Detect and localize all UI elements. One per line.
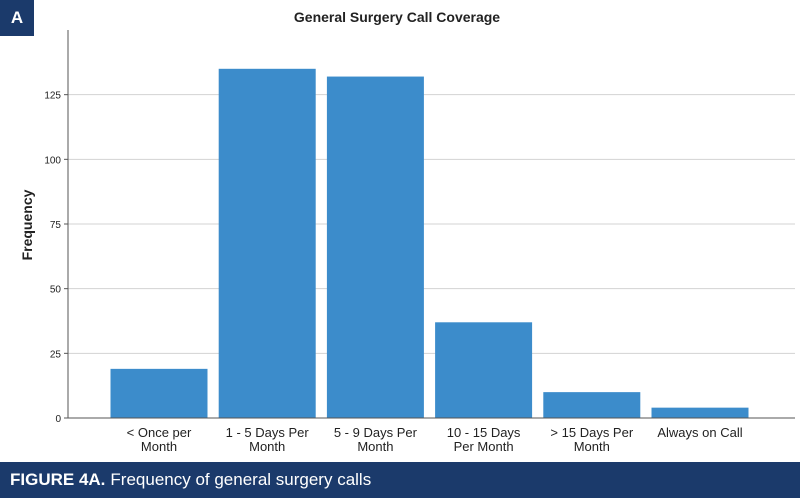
y-axis-label: Frequency (19, 189, 35, 260)
y-tick-label: 100 (44, 155, 61, 166)
chart-area: 0 25 50 75 100 125 < Once per Month 1 - 5 Days P… (19, 9, 795, 454)
bar (326, 76, 424, 418)
gridlines (68, 94, 795, 354)
bar-chart: 0 25 50 75 100 125 < Once per Month 1 - 5 Days P… (19, 9, 795, 454)
y-tick-label: 125 (44, 91, 61, 102)
axis-labels: 0 25 50 75 100 125 < Once per Month 1 - 5 Days P… (44, 91, 742, 454)
y-tick-label: 25 (50, 349, 62, 360)
bar (435, 322, 533, 418)
x-tick-label: 5 - 9 Days Per Month (334, 425, 418, 454)
figure-caption: FIGURE 4A. Frequency of general surgery … (0, 462, 800, 498)
chart-title: General Surgery Call Coverage (294, 9, 500, 25)
bars (110, 68, 749, 419)
y-tick-label: 75 (50, 220, 62, 231)
x-tick-label: 10 - 15 Days Per Month (447, 425, 521, 454)
panel-label: A (0, 0, 34, 36)
caption-text: Frequency of general surgery calls (110, 470, 372, 489)
x-tick-label: < Once per Month (127, 425, 192, 454)
caption-label: FIGURE 4A. (10, 470, 106, 489)
bar (651, 407, 749, 418)
y-tick-label: 50 (50, 285, 62, 296)
bar (110, 368, 208, 418)
bar (543, 392, 641, 418)
x-tick-label: 1 - 5 Days Per Month (226, 425, 310, 454)
axes (64, 30, 795, 419)
bar (218, 68, 316, 419)
y-tick-label: 0 (55, 414, 61, 425)
x-tick-label: > 15 Days Per Month (550, 425, 633, 454)
x-tick-label: Always on Call (657, 425, 742, 440)
